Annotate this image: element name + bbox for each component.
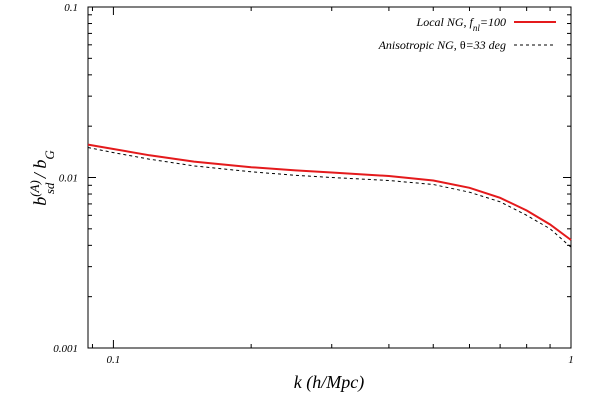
ticks-group: 0.1 1 0.001 0.01 0.1 [53, 2, 574, 366]
x-tick-label: 0.1 [107, 354, 121, 366]
y-axis-title: b(A)sd / bG [27, 150, 57, 206]
y-tick-label: 0.01 [59, 173, 78, 185]
x-tick-label: 1 [568, 354, 574, 366]
x-axis-title: k (h/Mpc) [294, 372, 364, 393]
y-axis-title-rest: / b [30, 160, 50, 183]
series-line-1 [87, 143, 572, 241]
y-axis-title-sub: sd [42, 182, 57, 194]
y-axis-title-base: b [30, 197, 50, 206]
legend: Local NG, fnl=100 Anisotropic NG, θ=33 de… [378, 15, 556, 52]
plot-frame [87, 6, 572, 349]
series-group [87, 143, 572, 248]
legend-label-1: Local NG, fnl=100 [416, 15, 506, 33]
y-tick-label: 0.1 [64, 2, 78, 14]
y-axis-title-sub2: G [42, 150, 57, 160]
legend-label-2: Anisotropic NG, θ=33 deg [378, 38, 506, 52]
y-tick-label: 0.001 [53, 343, 78, 355]
y-axis-title-sup: (A) [27, 180, 42, 197]
